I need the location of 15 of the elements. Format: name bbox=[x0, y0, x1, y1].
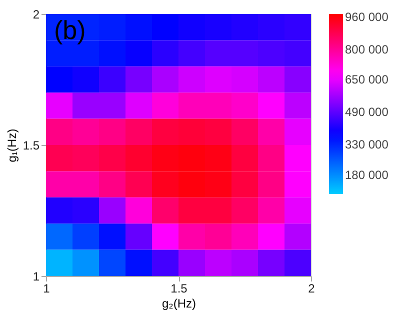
color-bar-label: 180 000 bbox=[345, 168, 389, 182]
color-bar-label: 650 000 bbox=[345, 72, 389, 87]
y-tick-label: 1 bbox=[32, 270, 40, 284]
x-tick-label: 1.5 bbox=[170, 282, 188, 296]
color-bar-label: 330 000 bbox=[345, 137, 389, 152]
color-bar-label: 490 000 bbox=[345, 105, 389, 120]
y-tick-label: 1.5 bbox=[22, 138, 40, 152]
x-tick-label: 1 bbox=[43, 282, 50, 296]
x-axis-title: g₂(Hz) bbox=[162, 296, 196, 310]
x-tick-label: 2 bbox=[308, 282, 316, 296]
annotation: (b) bbox=[54, 15, 86, 45]
color-bar-label: 960 000 bbox=[345, 10, 389, 24]
y-tick-label: 2 bbox=[32, 8, 40, 22]
y-axis-title: g₁(Hz) bbox=[4, 128, 19, 162]
color-bar-label: 800 000 bbox=[345, 42, 389, 56]
